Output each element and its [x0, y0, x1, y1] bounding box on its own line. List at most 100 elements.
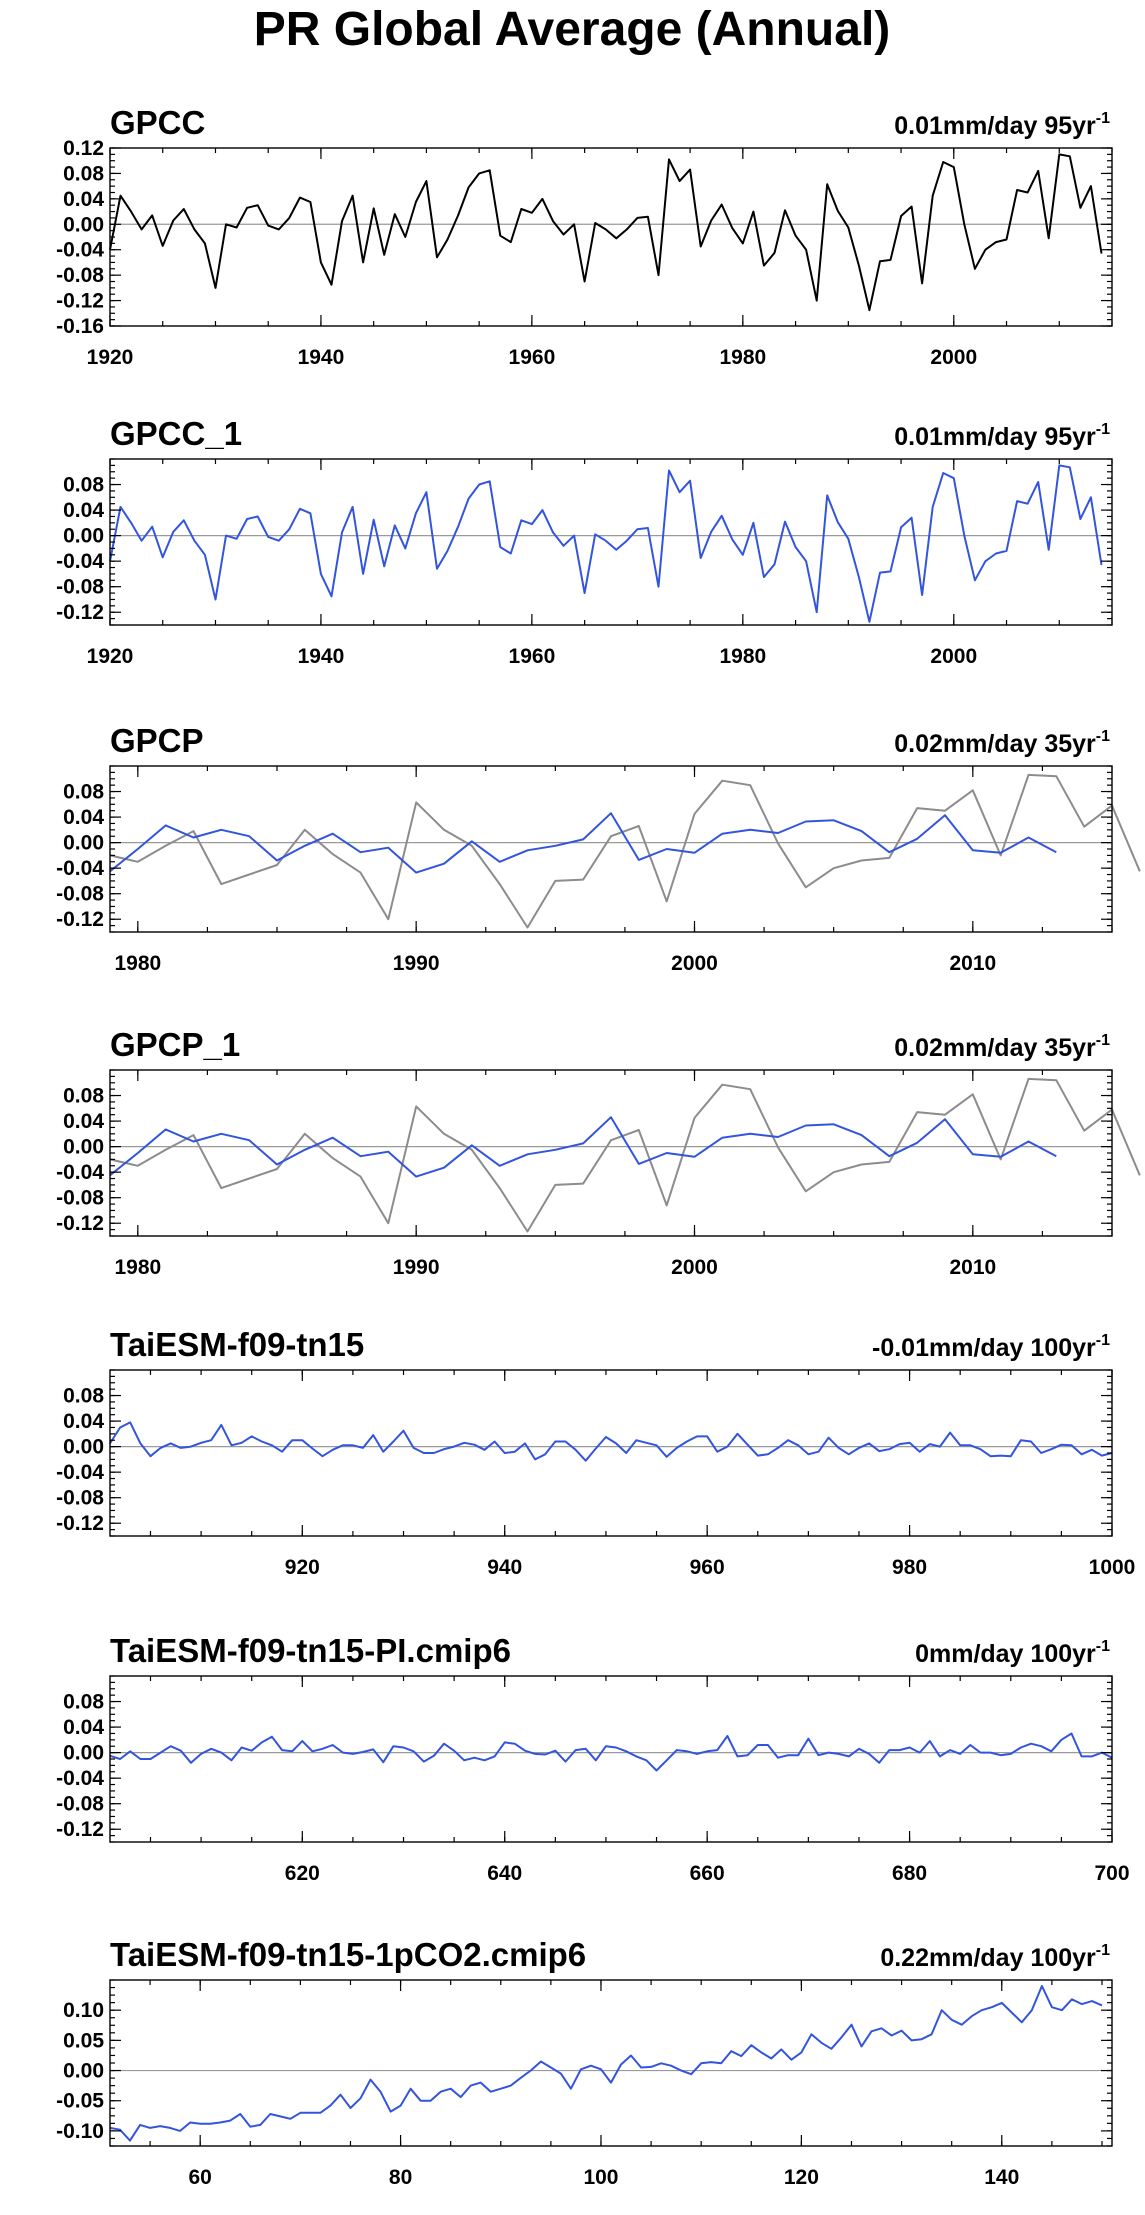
- x-tick-label: 680: [892, 1862, 927, 1885]
- y-tick-label: -0.08: [56, 1487, 104, 1510]
- y-tick-label: 0.04: [63, 1716, 104, 1739]
- y-tick-label: 0.05: [63, 2029, 104, 2052]
- plot-frame: [109, 1979, 1113, 2147]
- x-tick-label: 980: [892, 1556, 927, 1579]
- series-line-1: [109, 1116, 1057, 1178]
- figure-title: PR Global Average (Annual): [254, 3, 891, 56]
- y-tick-label: -0.08: [56, 264, 104, 287]
- x-tick-label: 1960: [509, 346, 556, 369]
- y-tick-label: 0.08: [63, 162, 104, 185]
- x-tick-label: 700: [1094, 1862, 1129, 1885]
- y-tick-label: -0.12: [56, 1818, 104, 1841]
- trend-text: 0.02mm/day 35yr: [894, 1034, 1096, 1062]
- y-tick-label: -0.12: [56, 908, 104, 931]
- y-tick-label: -0.12: [56, 1212, 104, 1235]
- panel-gpcc-1: GPCC_1 0.01mm/day 95yr-1-0.12-0.08-0.040.…: [56, 415, 1113, 668]
- series-line-0: [109, 153, 1103, 312]
- y-tick-label: -0.05: [56, 2090, 104, 2113]
- y-tick-label: -0.04: [56, 550, 104, 573]
- trend-text: 0.02mm/day 35yr: [894, 730, 1096, 758]
- y-tick-label: 0.00: [63, 832, 104, 855]
- series-line-0: [109, 464, 1103, 623]
- trend-exponent: -1: [1096, 1332, 1110, 1349]
- y-tick-label: -0.08: [56, 1187, 104, 1210]
- panel-gpcp-1: GPCP_1 0.02mm/day 35yr-1 -0.12-0.08 -0.04 0.…: [56, 1026, 1141, 1279]
- y-tick-label: 0.00: [63, 213, 104, 236]
- y-tick-label: 0.08: [63, 474, 104, 497]
- trend-text: 0.01mm/day 95yr: [894, 423, 1096, 451]
- y-tick-label: 0.10: [63, 1999, 104, 2022]
- y-tick-label: 0.08: [63, 1385, 104, 1408]
- trend-exponent: -1: [1096, 110, 1110, 127]
- y-tick-label: -0.12: [56, 1512, 104, 1535]
- y-tick-label: 0.04: [63, 499, 104, 522]
- x-tick-label: 620: [285, 1862, 320, 1885]
- y-tick-label: -0.04: [56, 1161, 104, 1184]
- y-tick-label: 0.04: [63, 806, 104, 829]
- y-tick-label: 0.04: [63, 1110, 104, 1133]
- trend-label: -0.01mm/day 100yr-1: [872, 1332, 1110, 1362]
- panel-title: TaiESM-f09-tn15: [110, 1326, 364, 1363]
- trend-text: -0.01mm/day 100yr: [872, 1334, 1096, 1362]
- x-tick-label: 100: [583, 2166, 618, 2189]
- y-tick-label: -0.04: [56, 1767, 104, 1790]
- y-tick-label: 0.00: [63, 1436, 104, 1459]
- x-tick-label: 1990: [393, 1256, 440, 1279]
- plot-frame: [109, 1369, 1113, 1537]
- y-tick-label: 0.08: [63, 1085, 104, 1108]
- plot-frame: [109, 147, 1113, 327]
- series-line-0: [109, 1732, 1113, 1772]
- plot-frame: [109, 1069, 1113, 1237]
- trend-label: 0.01mm/day 95yr-1: [894, 421, 1110, 451]
- panel-title: GPCP: [110, 722, 204, 759]
- trend-exponent: -1: [1096, 421, 1110, 438]
- y-tick-label: -0.04: [56, 239, 104, 262]
- x-tick-label: 2000: [671, 952, 718, 975]
- trend-label: 0.02mm/day 35yr-1: [894, 728, 1110, 758]
- x-tick-label: 920: [285, 1556, 320, 1579]
- panels: GPCC 0.01mm/day 95yr-1-0.16-0.12-0.08-0.0…: [56, 104, 1141, 2189]
- trend-text: 0.22mm/day 100yr: [880, 1944, 1096, 1972]
- trend-text: 0.01mm/day 95yr: [894, 112, 1096, 140]
- panel-taiesm-f09-tn15-1pco2-cmip6: TaiESM-f09-tn15-1pCO2.cmip6 0.22mm/day 10…: [56, 1936, 1113, 2189]
- y-tick-label: -0.08: [56, 883, 104, 906]
- y-tick-label: -0.04: [56, 857, 104, 880]
- y-tick-label: -0.08: [56, 1793, 104, 1816]
- series-line-1: [109, 812, 1057, 874]
- trend-label: 0mm/day 100yr-1: [915, 1638, 1110, 1668]
- trend-label: 0.22mm/day 100yr-1: [880, 1942, 1110, 1972]
- panel-title: GPCC_1: [110, 415, 242, 452]
- panel-title: TaiESM-f09-tn15-PI.cmip6: [110, 1632, 511, 1669]
- y-tick-label: 0.00: [63, 525, 104, 548]
- x-tick-label: 2000: [930, 346, 977, 369]
- x-tick-label: 1990: [393, 952, 440, 975]
- y-tick-label: 0.12: [63, 137, 104, 160]
- x-tick-label: 1980: [114, 1256, 161, 1279]
- x-tick-label: 660: [690, 1862, 725, 1885]
- x-tick-label: 2010: [949, 952, 996, 975]
- x-tick-label: 80: [389, 2166, 412, 2189]
- plot-frame: [109, 458, 1113, 626]
- panel-taiesm-f09-tn15-pi-cmip6: TaiESM-f09-tn15-PI.cmip6 0mm/day 100yr-1 -…: [56, 1632, 1129, 1885]
- x-tick-label: 120: [784, 2166, 819, 2189]
- trend-label: 0.01mm/day 95yr-1: [894, 110, 1110, 140]
- panel-title: TaiESM-f09-tn15-1pCO2.cmip6: [110, 1936, 586, 1973]
- series-line-0: [109, 1421, 1113, 1462]
- x-tick-label: 1960: [509, 645, 556, 668]
- y-tick-label: 0.08: [63, 781, 104, 804]
- x-tick-label: 2000: [671, 1256, 718, 1279]
- panel-gpcp: GPCP 0.02mm/day 35yr-1 -0.12-0.08 -0.040.00…: [56, 722, 1141, 975]
- panel-taiesm-f09-tn15: TaiESM-f09-tn15 -0.01mm/day 100yr-1-0.12-…: [56, 1326, 1135, 1579]
- y-tick-label: -0.04: [56, 1461, 104, 1484]
- y-tick-label: -0.12: [56, 290, 104, 313]
- y-tick-label: 0.08: [63, 1691, 104, 1714]
- panel-title: GPCP_1: [110, 1026, 240, 1063]
- trend-exponent: -1: [1096, 728, 1110, 745]
- y-tick-label: 0.00: [63, 1742, 104, 1765]
- x-tick-label: 1980: [114, 952, 161, 975]
- x-tick-label: 1940: [298, 346, 345, 369]
- series-line-0: [109, 1985, 1103, 2142]
- trend-label: 0.02mm/day 35yr-1: [894, 1032, 1110, 1062]
- trend-exponent: -1: [1096, 1942, 1110, 1959]
